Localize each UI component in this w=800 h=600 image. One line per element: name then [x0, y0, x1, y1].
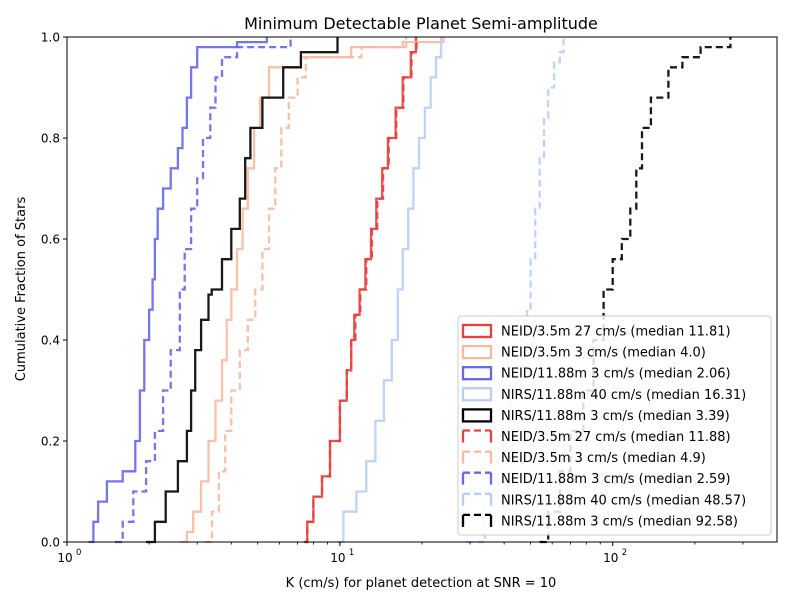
legend-label: NEID/3.5m 3 cm/s (median 4.0) — [501, 346, 706, 361]
series-line-4 — [146, 37, 339, 544]
chart-title: Minimum Detectable Planet Semi-amplitude — [244, 14, 598, 33]
x-axis-label: K (cm/s) for planet detection at SNR = 1… — [286, 576, 557, 591]
plot-area — [88, 37, 732, 544]
x-tick-label: 10 — [57, 551, 72, 565]
legend-handle — [461, 408, 493, 423]
y-tick-label: 1.0 — [41, 31, 60, 45]
y-tick-label: 0.2 — [41, 435, 60, 449]
legend-label: NIRS/11.88m 40 cm/s (median 16.31) — [501, 388, 746, 403]
y-tick-label: 0.6 — [41, 233, 60, 247]
series-line-7 — [115, 37, 292, 544]
series-line-5 — [304, 37, 418, 544]
y-tick-label: 0.8 — [41, 132, 60, 146]
y-tick-label: 0.4 — [41, 334, 60, 348]
legend-label: NIRS/11.88m 40 cm/s (median 48.57) — [501, 493, 746, 508]
x-tick-label: 10 — [330, 551, 345, 565]
legend-handle — [461, 366, 493, 381]
x-tick-label: 10 — [603, 551, 618, 565]
x-tick-exponent: 1 — [349, 548, 354, 558]
legend-handle — [461, 387, 493, 402]
legend-box — [457, 315, 772, 536]
x-tick-exponent: 2 — [622, 548, 627, 558]
legend-handle — [461, 323, 493, 339]
y-tick-label: 0.0 — [41, 536, 60, 550]
series-line-6 — [204, 37, 408, 544]
x-tick-exponent: 0 — [76, 548, 81, 558]
legend-label: NEID/3.5m 27 cm/s (median 11.81) — [501, 325, 731, 340]
series-line-3 — [337, 37, 445, 544]
y-axis: 0.0 0.2 0.4 0.6 0.8 1.0 — [41, 31, 67, 550]
legend-label: NEID/3.5m 27 cm/s (median 11.88) — [501, 430, 731, 445]
legend-label: NEID/11.88m 3 cm/s (median 2.59) — [501, 472, 731, 487]
legend: NEID/3.5m 27 cm/s (median 11.81) NEID/3.5… — [457, 315, 772, 536]
x-axis: 10 0 10 1 10 2 — [57, 542, 744, 565]
legend-handle — [461, 344, 493, 360]
legend-label: NEID/11.88m 3 cm/s (median 2.06) — [501, 367, 731, 382]
y-axis-label: Cumulative Fraction of Stars — [14, 197, 29, 382]
legend-label: NIRS/11.88m 3 cm/s (median 92.58) — [501, 514, 738, 529]
series-line-2 — [88, 37, 268, 544]
legend-label: NEID/3.5m 3 cm/s (median 4.9) — [501, 451, 706, 466]
legend-label: NIRS/11.88m 3 cm/s (median 3.39) — [501, 409, 730, 424]
